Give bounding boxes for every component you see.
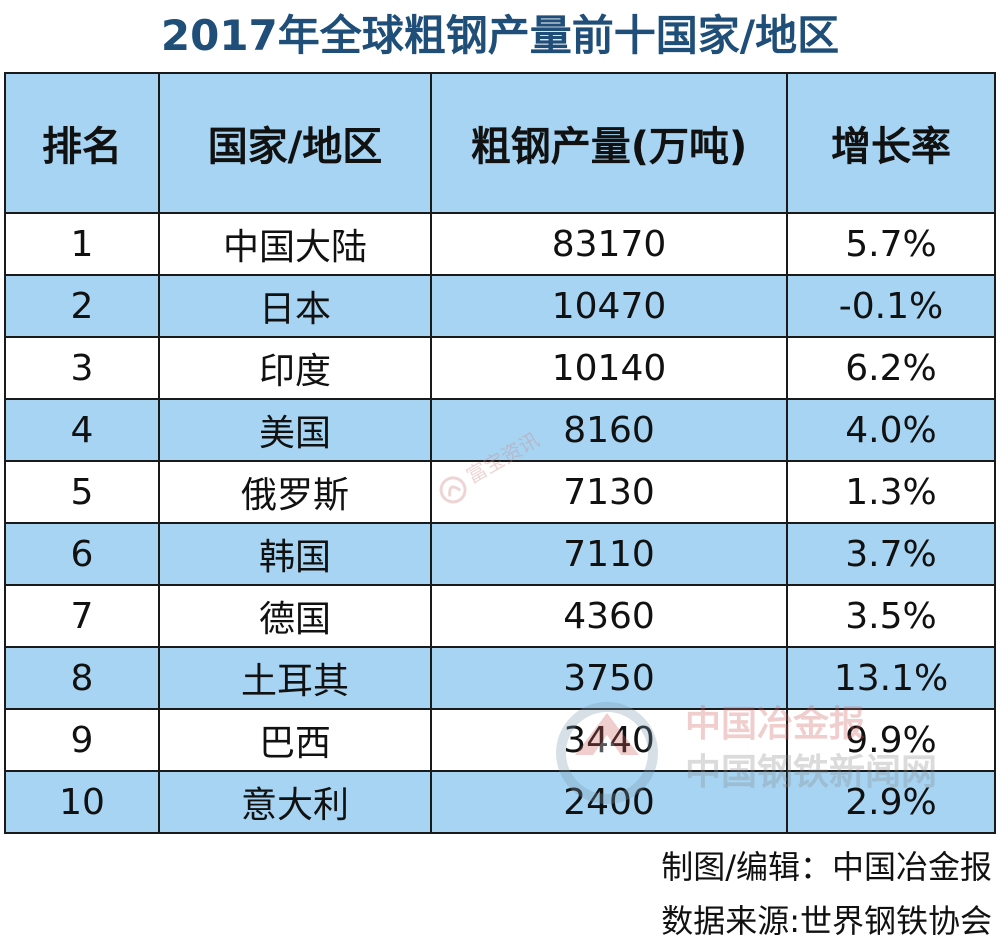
- cell-growth: -0.1%: [786, 274, 996, 338]
- table-row: 2 日本 10470 -0.1%: [4, 274, 996, 338]
- cell-growth: 3.7%: [786, 522, 996, 586]
- cell-production: 10470: [430, 274, 788, 338]
- cell-production: 8160: [430, 398, 788, 462]
- cell-country: 意大利: [158, 770, 432, 834]
- header-production: 粗钢产量(万吨): [430, 72, 788, 214]
- chart-title: 2017年全球粗钢产量前十国家/地区: [160, 11, 840, 60]
- cell-production: 10140: [430, 336, 788, 400]
- cell-growth: 6.2%: [786, 336, 996, 400]
- cell-country: 土耳其: [158, 646, 432, 710]
- cell-rank: 5: [4, 460, 160, 524]
- table-row: 7 德国 4360 3.5%: [4, 584, 996, 648]
- table-row: 3 印度 10140 6.2%: [4, 336, 996, 400]
- cell-production: 7110: [430, 522, 788, 586]
- cell-growth: 13.1%: [786, 646, 996, 710]
- table-row: 5 俄罗斯 7130 1.3%: [4, 460, 996, 524]
- header-rank: 排名: [4, 72, 160, 214]
- table-body: 1 中国大陆 83170 5.7% 2 日本 10470 -0.1% 3 印度 10140 6.2% 4…: [4, 212, 996, 834]
- cell-country: 日本: [158, 274, 432, 338]
- steel-production-table: 排名 国家/地区 粗钢产量(万吨) 增长率 1 中国大陆 83170 5.7% 2 日本 1…: [4, 72, 996, 834]
- cell-growth: 2.9%: [786, 770, 996, 834]
- cell-growth: 1.3%: [786, 460, 996, 524]
- cell-rank: 10: [4, 770, 160, 834]
- cell-production: 7130: [430, 460, 788, 524]
- cell-production: 83170: [430, 212, 788, 276]
- credit-editor: 制图/编辑：中国冶金报: [661, 848, 992, 886]
- cell-country: 韩国: [158, 522, 432, 586]
- cell-production: 3440: [430, 708, 788, 772]
- cell-rank: 4: [4, 398, 160, 462]
- cell-production: 2400: [430, 770, 788, 834]
- cell-rank: 7: [4, 584, 160, 648]
- table-row: 9 巴西 3440 9.9%: [4, 708, 996, 772]
- cell-rank: 2: [4, 274, 160, 338]
- cell-rank: 9: [4, 708, 160, 772]
- cell-rank: 8: [4, 646, 160, 710]
- cell-rank: 6: [4, 522, 160, 586]
- credit-source: 数据来源:世界钢铁协会: [661, 902, 992, 940]
- cell-production: 3750: [430, 646, 788, 710]
- cell-rank: 3: [4, 336, 160, 400]
- table-row: 6 韩国 7110 3.7%: [4, 522, 996, 586]
- cell-growth: 5.7%: [786, 212, 996, 276]
- cell-rank: 1: [4, 212, 160, 276]
- cell-country: 中国大陆: [158, 212, 432, 276]
- cell-country: 德国: [158, 584, 432, 648]
- header-row: 排名 国家/地区 粗钢产量(万吨) 增长率: [4, 72, 996, 214]
- header-growth: 增长率: [786, 72, 996, 214]
- cell-growth: 3.5%: [786, 584, 996, 648]
- cell-country: 巴西: [158, 708, 432, 772]
- table-row: 10 意大利 2400 2.9%: [4, 770, 996, 834]
- table-row: 4 美国 8160 4.0%: [4, 398, 996, 462]
- cell-growth: 9.9%: [786, 708, 996, 772]
- table-row: 1 中国大陆 83170 5.7%: [4, 212, 996, 276]
- cell-production: 4360: [430, 584, 788, 648]
- cell-country: 印度: [158, 336, 432, 400]
- header-country: 国家/地区: [158, 72, 432, 214]
- cell-country: 美国: [158, 398, 432, 462]
- cell-country: 俄罗斯: [158, 460, 432, 524]
- cell-growth: 4.0%: [786, 398, 996, 462]
- table-row: 8 土耳其 3750 13.1%: [4, 646, 996, 710]
